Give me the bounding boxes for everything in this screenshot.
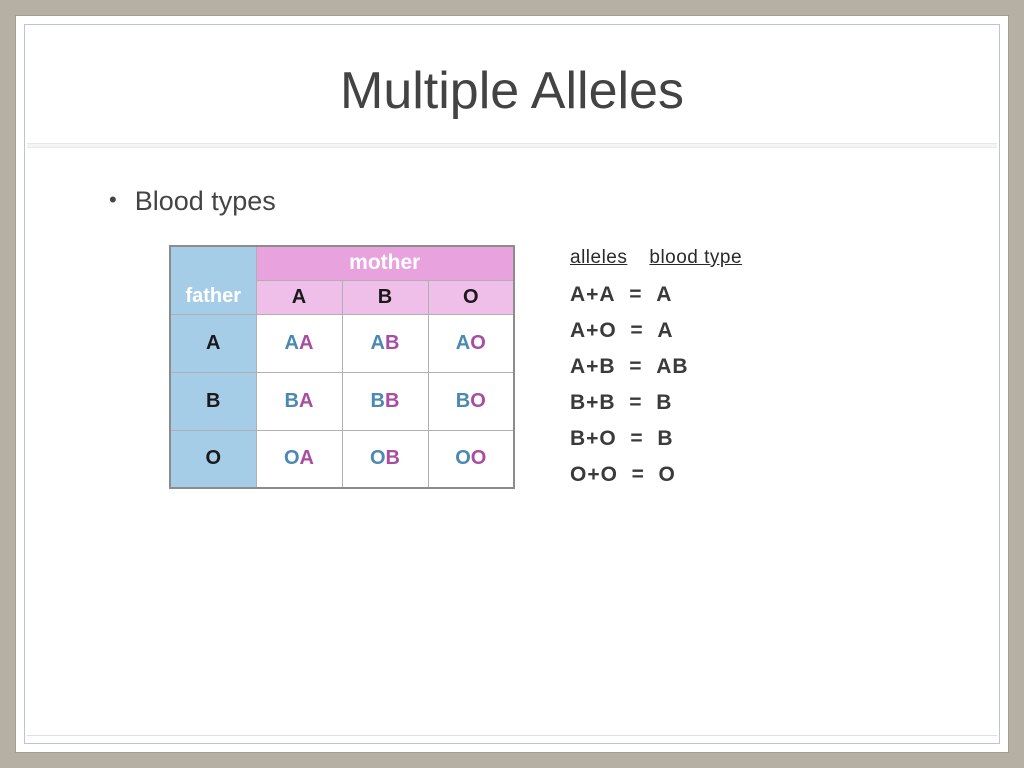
slide-inner-frame: Multiple Alleles • Blood types father mo… <box>24 24 1000 744</box>
cell-1-2: BO <box>428 372 514 430</box>
key-header-alleles: alleles <box>570 247 627 269</box>
cell-0-1: AB <box>342 314 428 372</box>
body-columns: father mother A B O A AA AB AO <box>81 245 943 499</box>
cell-1-1: BB <box>342 372 428 430</box>
cell-0-2: AO <box>428 314 514 372</box>
key-row-2: A+B = AB <box>570 355 742 379</box>
key-row-1: A+O = A <box>570 319 742 343</box>
punnett-table: father mother A B O A AA AB AO <box>169 245 515 489</box>
mother-col-O: O <box>428 280 514 314</box>
father-label: father <box>170 246 256 314</box>
key-row-3: B+B = B <box>570 391 742 415</box>
bullet-line: • Blood types <box>81 186 943 217</box>
father-row-O: O <box>170 430 256 488</box>
slide-content: • Blood types father mother A B O A <box>25 148 999 499</box>
mother-col-A: A <box>256 280 342 314</box>
cell-2-2: OO <box>428 430 514 488</box>
cell-2-0: OA <box>256 430 342 488</box>
slide-outer-frame: Multiple Alleles • Blood types father mo… <box>15 15 1009 753</box>
key-row-4: B+O = B <box>570 427 742 451</box>
key-row-0: A+A = A <box>570 283 742 307</box>
father-row-B: B <box>170 372 256 430</box>
key-header-bloodtype: blood type <box>649 247 742 269</box>
cell-2-1: OB <box>342 430 428 488</box>
mother-col-B: B <box>342 280 428 314</box>
cell-0-0: AA <box>256 314 342 372</box>
bullet-icon: • <box>109 187 117 213</box>
father-row-A: A <box>170 314 256 372</box>
allele-key: alleles blood type A+A = A A+O = A A+B =… <box>570 245 742 499</box>
key-row-5: O+O = O <box>570 463 742 487</box>
slide-title: Multiple Alleles <box>25 25 999 143</box>
key-headers: alleles blood type <box>570 247 742 269</box>
bullet-text: Blood types <box>135 186 276 217</box>
bottom-divider <box>27 735 997 737</box>
mother-label: mother <box>256 246 514 280</box>
cell-1-0: BA <box>256 372 342 430</box>
